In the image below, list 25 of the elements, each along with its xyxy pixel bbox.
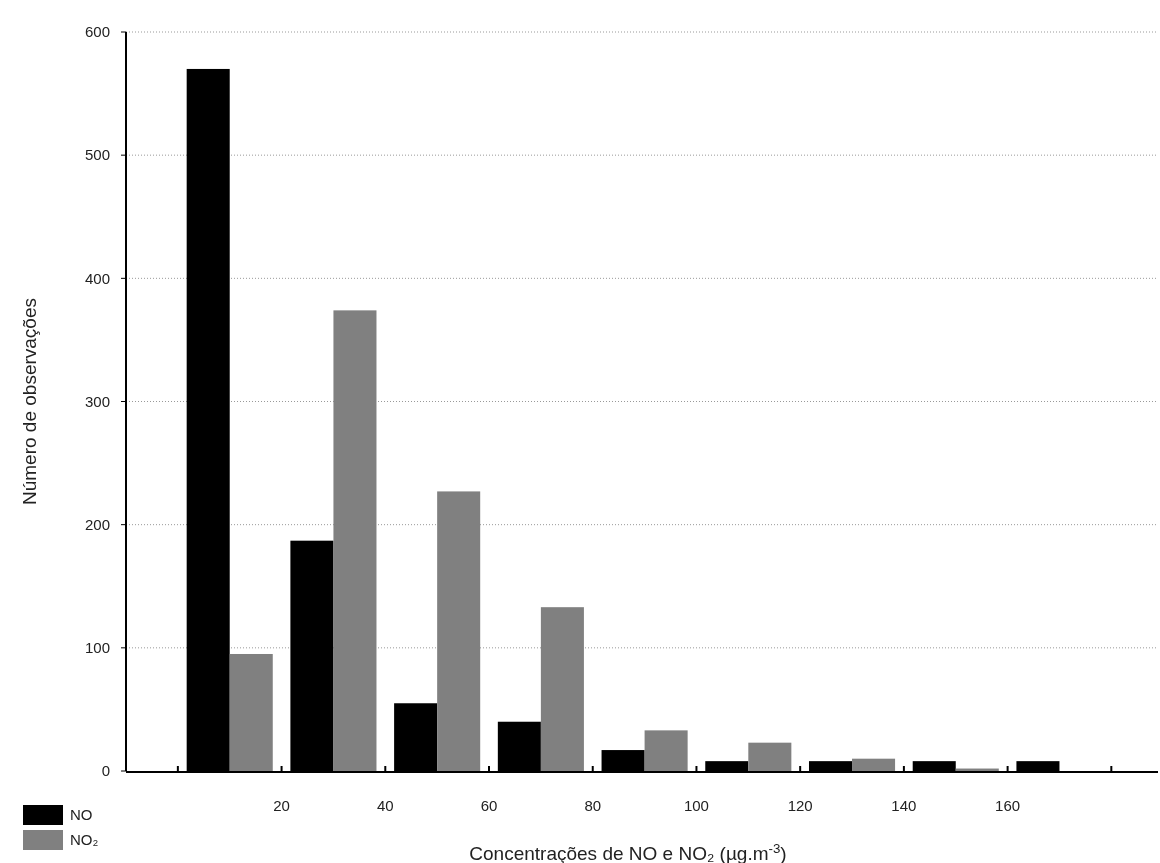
legend-label: NO₂	[70, 831, 99, 849]
x-tick-label: 40	[376, 797, 394, 814]
y-axis-title: Número de observações	[19, 298, 40, 505]
y-tick-label: 100	[84, 639, 110, 657]
bar	[540, 607, 584, 771]
x-tick-label: 100	[683, 797, 709, 814]
y-tick-label: 400	[84, 269, 110, 287]
y-tick-label: 300	[84, 392, 110, 410]
x-tick-label: 80	[584, 797, 602, 814]
y-tick-label: 500	[84, 146, 110, 164]
y-tick-label: 600	[84, 23, 110, 41]
bar	[748, 742, 792, 771]
bar	[852, 758, 896, 771]
legend-label: NO	[70, 806, 93, 824]
x-tick-label: 60	[480, 797, 498, 814]
x-tick-label: 140	[891, 797, 917, 814]
bar	[437, 491, 481, 771]
x-tick-label: 120	[787, 797, 813, 814]
bar	[644, 730, 688, 771]
y-tick-label: 200	[84, 515, 110, 533]
bar	[333, 310, 377, 771]
x-tick-label: 160	[995, 797, 1021, 814]
x-tick-label: 20	[273, 797, 290, 814]
y-tick-label: 0	[101, 762, 110, 780]
bar	[229, 653, 273, 771]
